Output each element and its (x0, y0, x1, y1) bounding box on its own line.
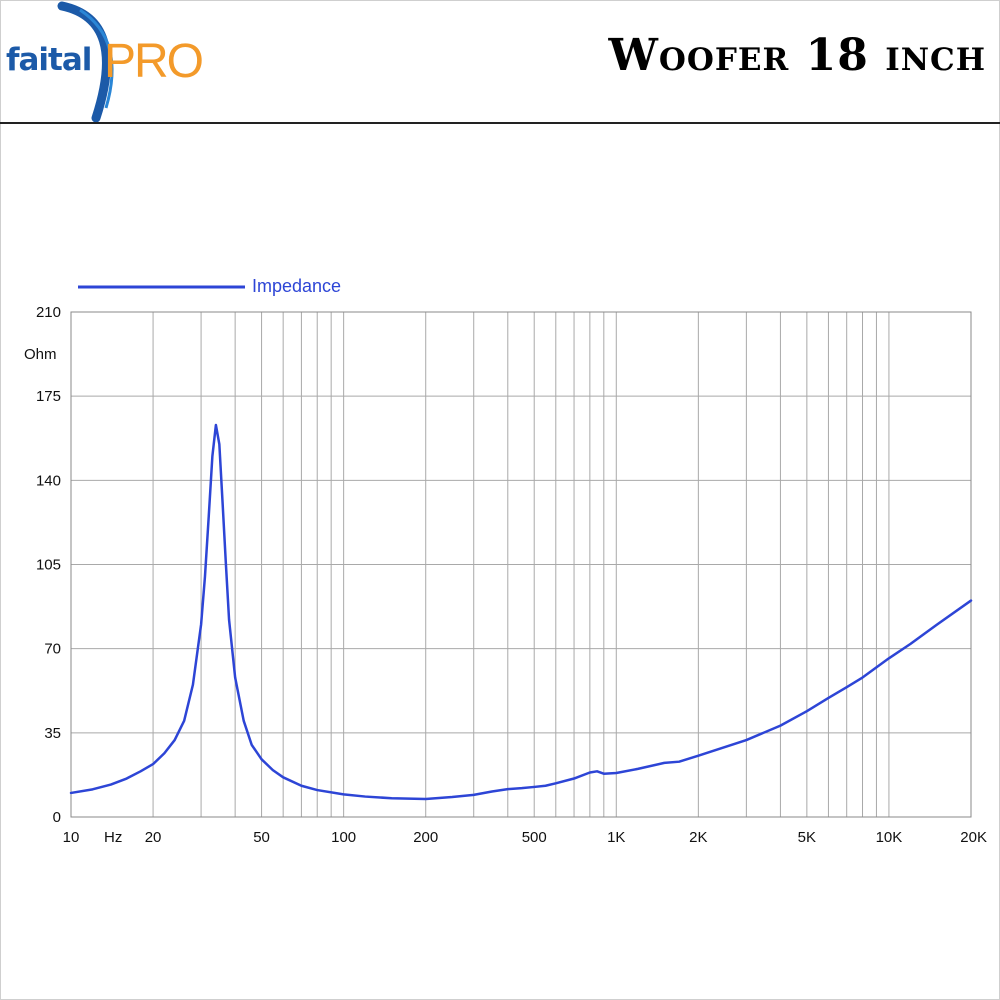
y-tick-label: 105 (36, 557, 61, 574)
faital-pro-logo: faital PRO (0, 0, 204, 122)
legend-label-impedance: Impedance (252, 276, 341, 296)
x-tick-label: 50 (253, 829, 270, 846)
logo-text-pro: PRO (104, 35, 204, 88)
x-tick-label: 10 (63, 829, 80, 846)
y-tick-label: 0 (53, 809, 61, 826)
header-divider (0, 122, 1000, 124)
legend: Impedance (78, 276, 341, 296)
x-tick-label: 500 (522, 829, 547, 846)
x-tick-label: 100 (331, 829, 356, 846)
x-axis-label: Hz (104, 829, 122, 846)
x-tick-label: 5K (798, 829, 816, 846)
logo-text-faital: faital (6, 42, 92, 78)
y-tick-label: 210 (36, 304, 61, 321)
y-tick-labels: 0 35 70 105 140 175 210 (36, 304, 61, 826)
logo-arc-icon (57, 1, 114, 122)
series-layer (69, 423, 973, 801)
page-title: Woofer 18 inch (608, 30, 986, 81)
x-tick-labels: 10 20 50 100 200 500 1K 2K 5K 10K 20K (63, 829, 987, 846)
x-tick-label: 20K (960, 829, 987, 846)
plot-border (70, 311, 972, 818)
y-tick-label: 140 (36, 472, 61, 489)
y-tick-label: 35 (44, 725, 61, 742)
y-tick-label: 70 (44, 641, 61, 658)
x-tick-label: 200 (413, 829, 438, 846)
header: faital PRO Woofer 18 inch (0, 0, 1000, 123)
y-axis-label: Ohm (24, 346, 57, 363)
x-tick-label: 20 (145, 829, 162, 846)
y-tick-label: 175 (36, 388, 61, 405)
x-tick-label: 10K (876, 829, 903, 846)
x-tick-label: 1K (607, 829, 625, 846)
series-line-impedance (69, 423, 973, 801)
x-tick-label: 2K (689, 829, 707, 846)
